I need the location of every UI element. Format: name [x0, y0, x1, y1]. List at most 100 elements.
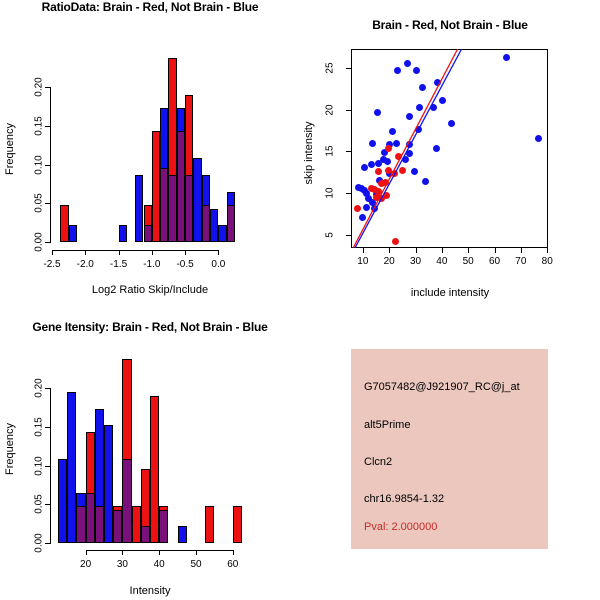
scatter-point	[369, 198, 377, 206]
x-tick-label: 60	[227, 559, 239, 570]
y-tick-label: 0.10	[33, 455, 45, 476]
scatter-point	[375, 167, 383, 175]
y-tick-label: 0.15	[33, 417, 45, 437]
hist-bar	[60, 204, 69, 242]
scatter-point	[402, 156, 410, 164]
x-tick-label: 20	[383, 256, 395, 267]
hist-bar	[118, 224, 127, 242]
x-tick-label: -1.0	[143, 259, 161, 270]
scatter-point	[374, 187, 382, 195]
y-tick-label: 0.20	[33, 378, 45, 398]
scatter-point	[362, 203, 370, 211]
scatter-point	[373, 108, 381, 116]
x-tick	[159, 550, 161, 555]
x-tick	[85, 550, 87, 555]
scatter-plot-box	[351, 49, 548, 248]
scatter-point	[385, 141, 393, 149]
gene-name-text: Clcn2	[364, 456, 393, 468]
x-tick	[52, 250, 53, 255]
y-tick-label: 0.05	[33, 494, 45, 514]
blue-regression-line	[354, 49, 463, 248]
x-tick	[520, 248, 522, 253]
scatter-point	[384, 145, 392, 153]
y-tick-label: 25	[324, 62, 336, 74]
gene-hist-title: Gene Itensity: Brain - Red, Not Brain - …	[32, 320, 268, 334]
scatter-point	[389, 127, 397, 135]
y-tick	[45, 242, 50, 243]
scatter-point	[395, 152, 403, 160]
scatter-xlabel: include intensity	[410, 287, 490, 299]
scatter-point	[363, 189, 371, 197]
scatter-ylabel: skip intensity	[303, 121, 315, 185]
y-tick	[45, 465, 50, 467]
scatter-point	[422, 177, 430, 185]
x-tick-label: 40	[153, 559, 165, 570]
pval-text: Pval: 2.000000	[364, 521, 438, 533]
scatter-point	[439, 97, 447, 105]
x-tick-label: 0.0	[211, 259, 226, 270]
gene-info-box: G7057482@J921907_RC@j_at alt5Prime Clcn2…	[351, 349, 548, 549]
scatter-point	[384, 167, 392, 175]
x-tick	[185, 250, 187, 255]
x-tick-label: 70	[515, 256, 527, 267]
hist-bar-overlap	[94, 505, 104, 543]
hist-bar	[232, 505, 242, 543]
scatter-title: Brain - Red, Not Brain - Blue	[372, 18, 528, 32]
scatter-point	[434, 78, 442, 86]
x-axis	[52, 250, 219, 251]
scatter-point	[392, 237, 400, 245]
scatter-point	[382, 178, 389, 186]
y-tick-label: 20	[324, 104, 336, 116]
scatter-point	[377, 180, 385, 188]
y-tick	[45, 388, 50, 389]
chromosome-location-text: chr16.9854-1.32	[364, 493, 445, 505]
scatter-point	[432, 145, 440, 153]
hist-bar-overlap	[113, 509, 123, 543]
scatter-point	[369, 140, 377, 148]
hist-bar	[68, 224, 77, 242]
x-tick	[196, 550, 197, 555]
regression-lines	[352, 49, 463, 248]
y-tick-label: 10	[324, 187, 336, 199]
scatter-point	[379, 156, 387, 164]
x-tick	[151, 250, 153, 255]
y-tick-label: 5	[324, 231, 336, 238]
scatter-point	[447, 120, 455, 128]
x-tick-label: -2.0	[76, 259, 94, 270]
hist-bar	[177, 525, 187, 543]
scatter-point	[502, 53, 510, 61]
hist-bar	[131, 505, 141, 543]
hist-bar	[104, 425, 114, 543]
hist-bar-overlap	[122, 459, 132, 543]
probe-id-text: G7057482@J921907_RC@j_at	[364, 381, 520, 393]
y-tick	[45, 87, 50, 88]
splice-type-text: alt5Prime	[364, 419, 411, 431]
hist-bar-overlap	[160, 168, 169, 242]
hist-bar-overlap	[76, 505, 86, 543]
scatter-point	[372, 193, 380, 201]
y-tick	[346, 193, 351, 195]
panel-scatter: Brain - Red, Not Brain - Blue include in…	[300, 0, 600, 300]
scatter-point	[419, 83, 427, 91]
panel-ratio-histogram: RatioData: Brain - Red, Not Brain - Blue…	[0, 0, 300, 300]
x-tick-label: 40	[436, 256, 448, 267]
scatter-point	[406, 112, 414, 120]
scatter-point	[368, 161, 376, 169]
x-tick	[547, 248, 549, 253]
x-tick	[415, 248, 417, 253]
x-tick	[468, 248, 470, 253]
hist-bar	[151, 131, 161, 242]
hist-bar-overlap	[168, 175, 177, 242]
scatter-point	[406, 149, 414, 157]
scatter-point	[353, 205, 361, 213]
y-tick	[45, 125, 50, 127]
gene-hist-xlabel: Intensity	[129, 585, 171, 597]
scatter-point	[370, 186, 378, 194]
hist-bar	[67, 391, 77, 543]
x-tick	[441, 248, 443, 253]
y-tick-label: 0.20	[33, 77, 45, 97]
hist-bar-overlap	[140, 525, 150, 543]
scatter-point	[383, 192, 391, 200]
x-tick-label: 60	[488, 256, 501, 267]
hist-bar	[150, 395, 160, 543]
